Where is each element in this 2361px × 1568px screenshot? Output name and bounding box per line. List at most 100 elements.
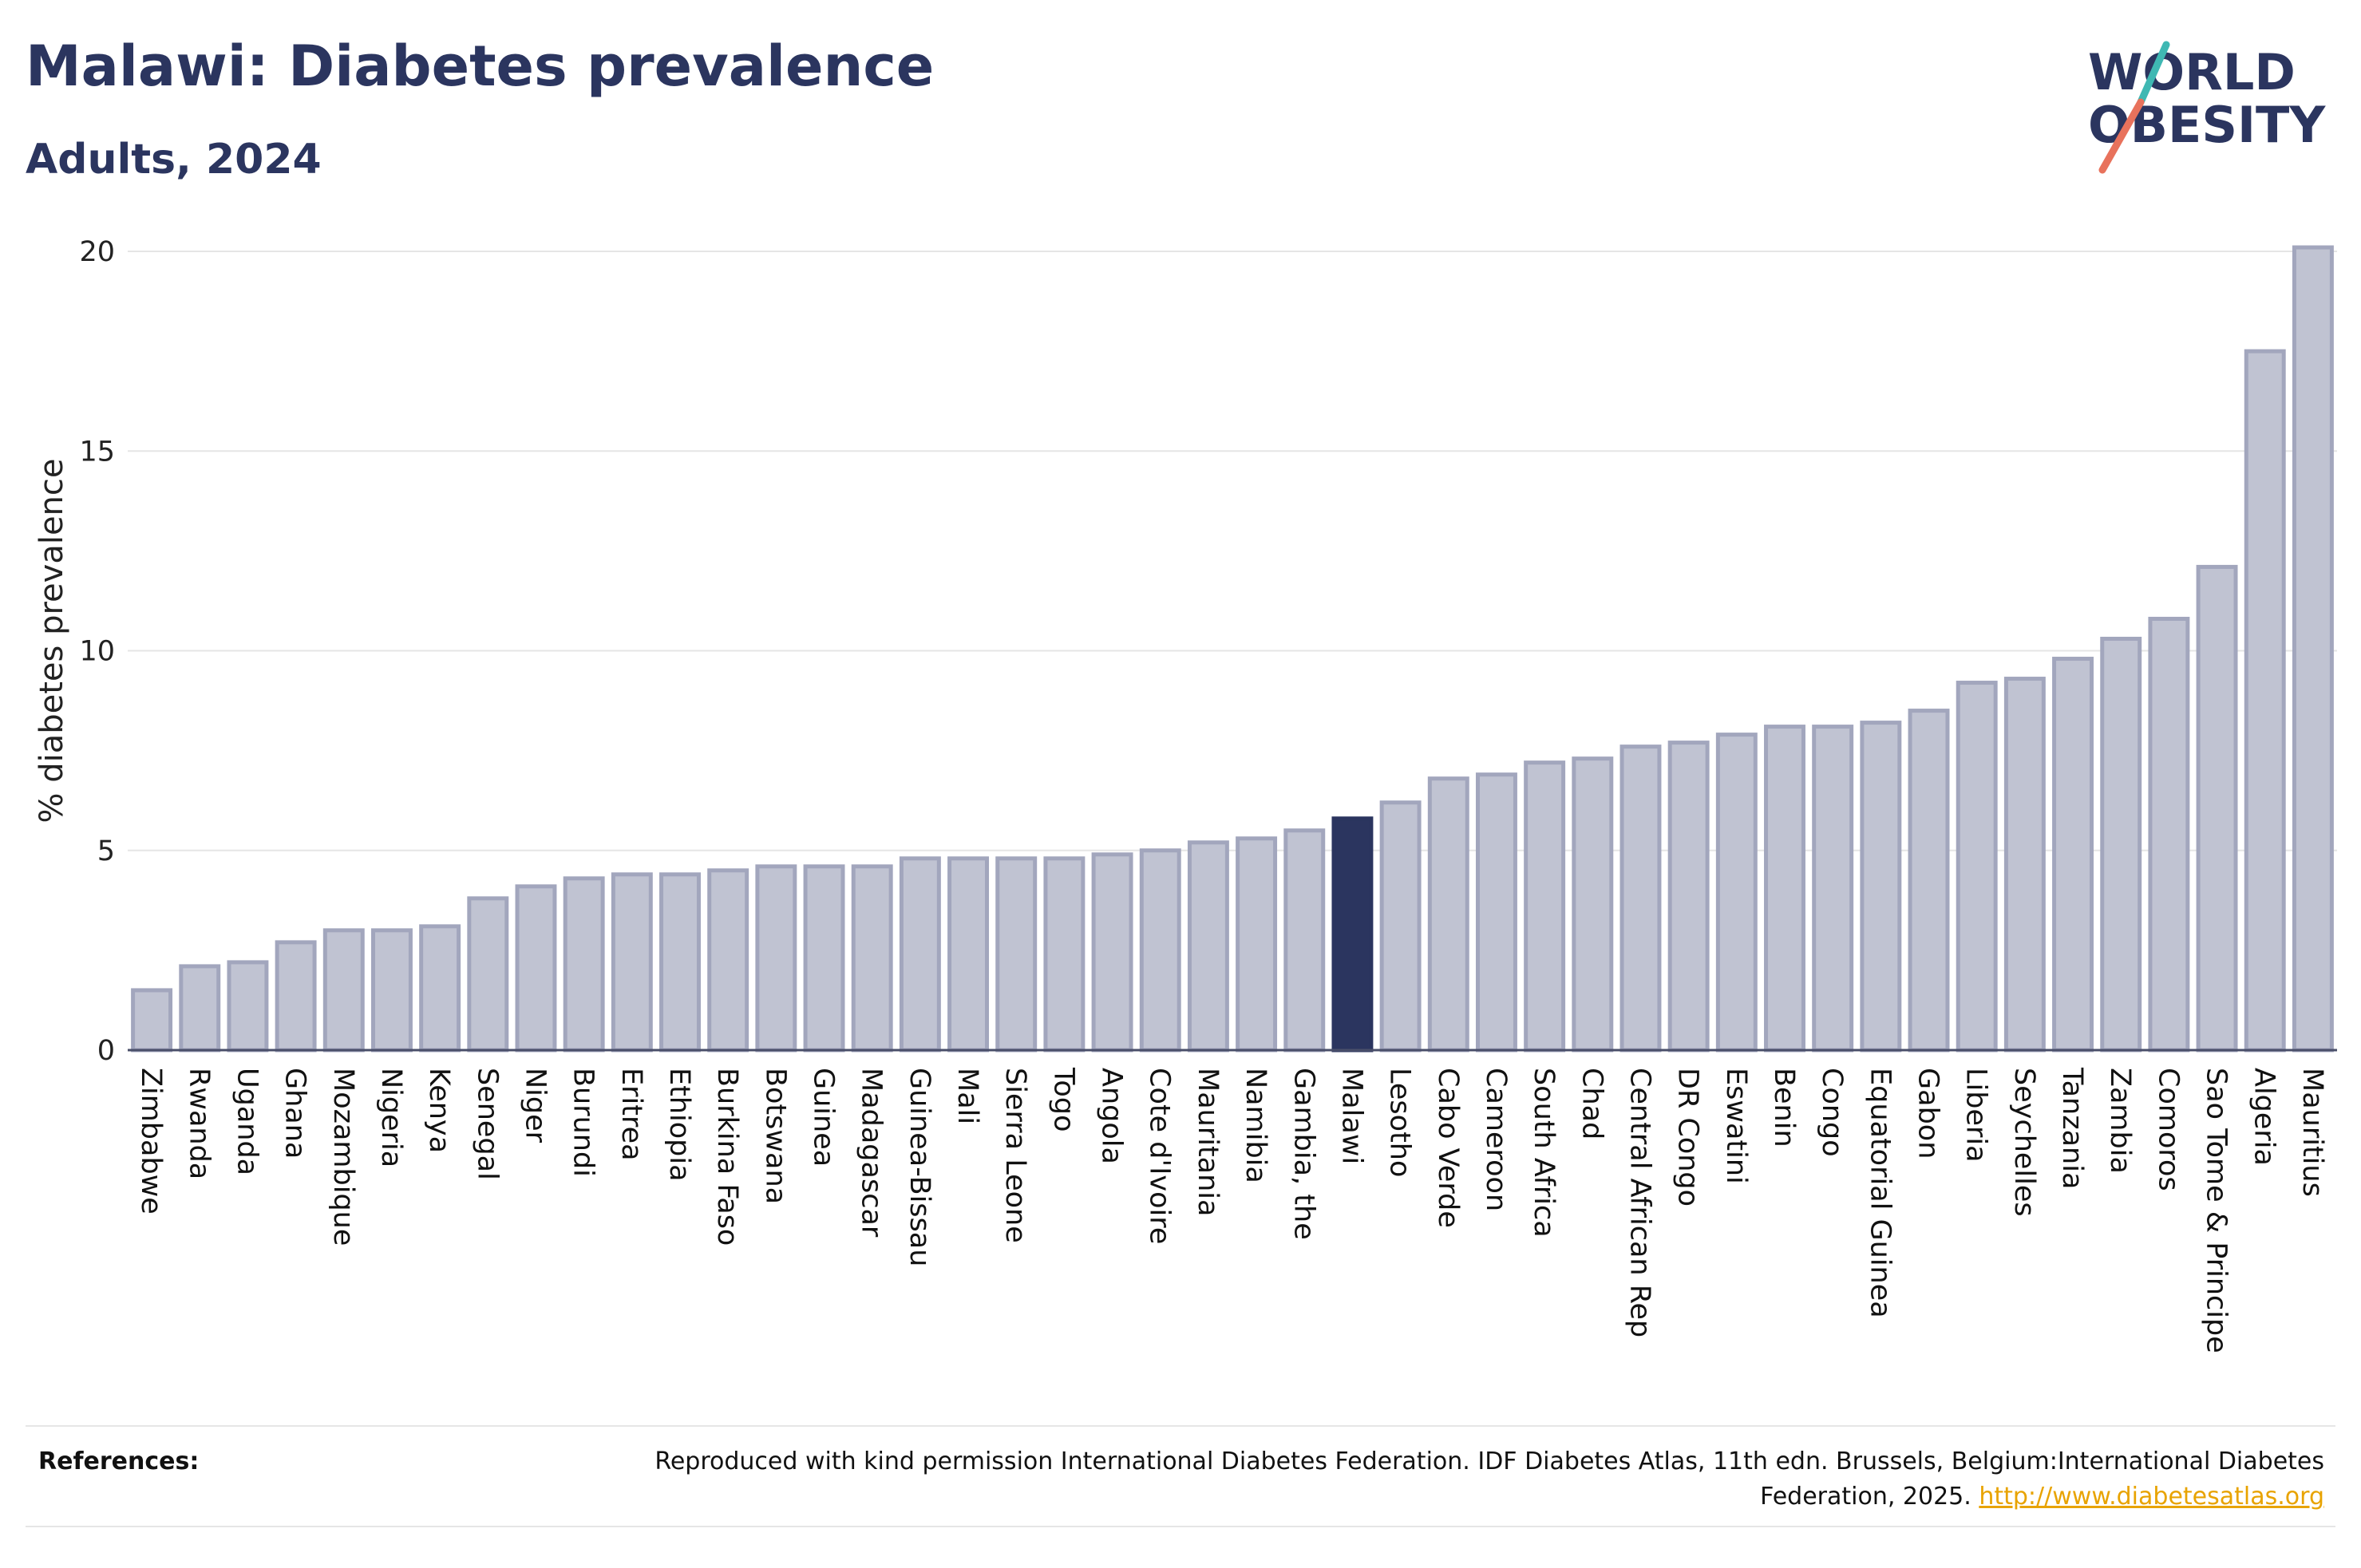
bar[interactable] [1524,760,1566,1053]
bar[interactable] [370,928,413,1053]
x-tick-label: Angola [1096,1068,1128,1164]
bar[interactable] [1043,856,1086,1053]
logo-text-world: WORLD [2088,43,2296,101]
y-tick-label: 0 [97,1035,115,1067]
bar[interactable] [515,884,557,1053]
bar[interactable] [1379,800,1422,1053]
bar[interactable] [755,864,797,1053]
bar[interactable] [2292,245,2334,1053]
chart-subtitle: Adults, 2024 [26,136,322,184]
bar[interactable] [179,964,221,1053]
x-tick-label: Tanzania [2056,1067,2088,1189]
x-tick-label: Gambia, the [1287,1068,1319,1240]
y-tick-label: 5 [97,835,115,867]
x-tick-label: Mauritania [1192,1068,1224,1216]
world-obesity-logo[interactable]: WORLD OBESITY [2083,38,2347,174]
bar[interactable] [1139,848,1181,1053]
bar[interactable] [1572,756,1614,1053]
x-tick-label: Congo [1816,1068,1848,1157]
bar[interactable] [322,928,365,1053]
bar[interactable] [1427,776,1469,1053]
y-tick-label: 10 [79,636,115,668]
bar[interactable] [1667,741,1710,1053]
x-tick-label: Eritrea [615,1068,647,1161]
x-tick-label: Chad [1576,1068,1608,1139]
y-axis-label: % diabetes prevalence [34,458,70,823]
bar[interactable] [851,864,893,1053]
bar-chart: 0 5 10 15 20 % diabetes prevalence Zimbabwe R… [34,236,2337,1353]
bar[interactable] [275,940,317,1053]
bar[interactable] [2052,657,2094,1053]
bar[interactable] [1619,745,1662,1053]
bar[interactable] [947,856,990,1053]
x-tick-label: Madagascar [856,1068,888,1238]
bar[interactable] [1908,709,1950,1053]
x-tick-label: Guinea [808,1068,840,1167]
bar[interactable] [611,872,653,1053]
chart-title: Malawi: Diabetes prevalence [26,34,935,99]
x-tick-label: Botswana [759,1068,791,1204]
x-tick-label: Niger [519,1068,551,1143]
bar[interactable] [803,864,845,1053]
bar[interactable] [1956,681,1998,1053]
bar[interactable] [2196,564,2238,1053]
x-tick-label: Algeria [2248,1068,2280,1166]
bar[interactable] [1764,725,1805,1053]
bar[interactable] [2003,677,2046,1053]
references-footer: References: Reproduced with kind permiss… [26,1425,2335,1527]
x-tick-label: Malawi [1335,1068,1367,1164]
x-tick-label: Cote d'Ivoire [1144,1068,1176,1244]
reference-link[interactable]: http://www.diabetesatlas.org [1979,1483,2324,1511]
bar[interactable] [1812,725,1854,1053]
x-tick-label: Equatorial Guinea [1864,1068,1896,1318]
x-axis-labels: Zimbabwe Rwanda Uganda Ghana Mozambique Niger… [135,1067,2328,1353]
references-label: References: [38,1448,200,1475]
x-tick-label: Eswatini [1720,1068,1752,1184]
bar[interactable] [707,868,749,1053]
x-tick-label: Kenya [423,1068,455,1153]
bar[interactable] [227,960,269,1053]
bar[interactable] [2148,616,2190,1053]
x-tick-label: Burkina Faso [711,1068,743,1246]
x-tick-label: Central African Rep [1623,1068,1655,1337]
bar[interactable] [899,856,941,1053]
bar[interactable] [995,856,1038,1053]
x-tick-label: Namibia [1240,1068,1271,1183]
x-tick-label: South Africa [1528,1068,1560,1238]
x-tick-label: Zimbabwe [135,1068,167,1215]
bar[interactable] [1475,772,1517,1053]
bar[interactable] [419,924,461,1053]
x-tick-label: Seychelles [2008,1068,2040,1217]
logo-slash-teal-icon [2137,41,2170,106]
bar[interactable] [2244,349,2286,1053]
bar[interactable] [1715,733,1758,1053]
x-tick-label: Rwanda [183,1068,215,1179]
y-axis-ticks: 0 5 10 15 20 [79,236,115,1067]
bar[interactable] [467,896,509,1053]
bar[interactable] [1091,852,1133,1053]
bar[interactable] [1236,836,1278,1053]
references-text: Reproduced with kind permission Internat… [568,1444,2324,1515]
x-tick-label: Uganda [231,1068,263,1175]
x-tick-label: Cameroon [1480,1068,1512,1211]
x-tick-label: Benin [1768,1068,1800,1147]
bar-highlight-malawi[interactable] [1331,816,1374,1053]
bar[interactable] [131,988,173,1053]
x-tick-label: Gabon [1912,1068,1944,1159]
x-tick-label: Sierra Leone [999,1068,1031,1243]
bar[interactable] [1187,840,1229,1053]
x-tick-label: Mauritius [2296,1068,2328,1197]
x-tick-label: Guinea-Bissau [904,1068,935,1266]
bar[interactable] [2100,636,2142,1053]
x-tick-label: Togo [1047,1067,1079,1132]
x-tick-label: Ethiopia [663,1068,695,1182]
y-tick-label: 15 [79,436,115,468]
x-tick-label: Burundi [568,1068,599,1177]
bar[interactable] [1283,828,1326,1053]
x-tick-label: Lesotho [1384,1068,1416,1177]
bar[interactable] [659,872,701,1053]
bar[interactable] [563,876,605,1053]
x-tick-label: DR Congo [1672,1068,1704,1207]
bar[interactable] [1860,721,1902,1053]
x-tick-label: Zambia [2104,1068,2136,1174]
